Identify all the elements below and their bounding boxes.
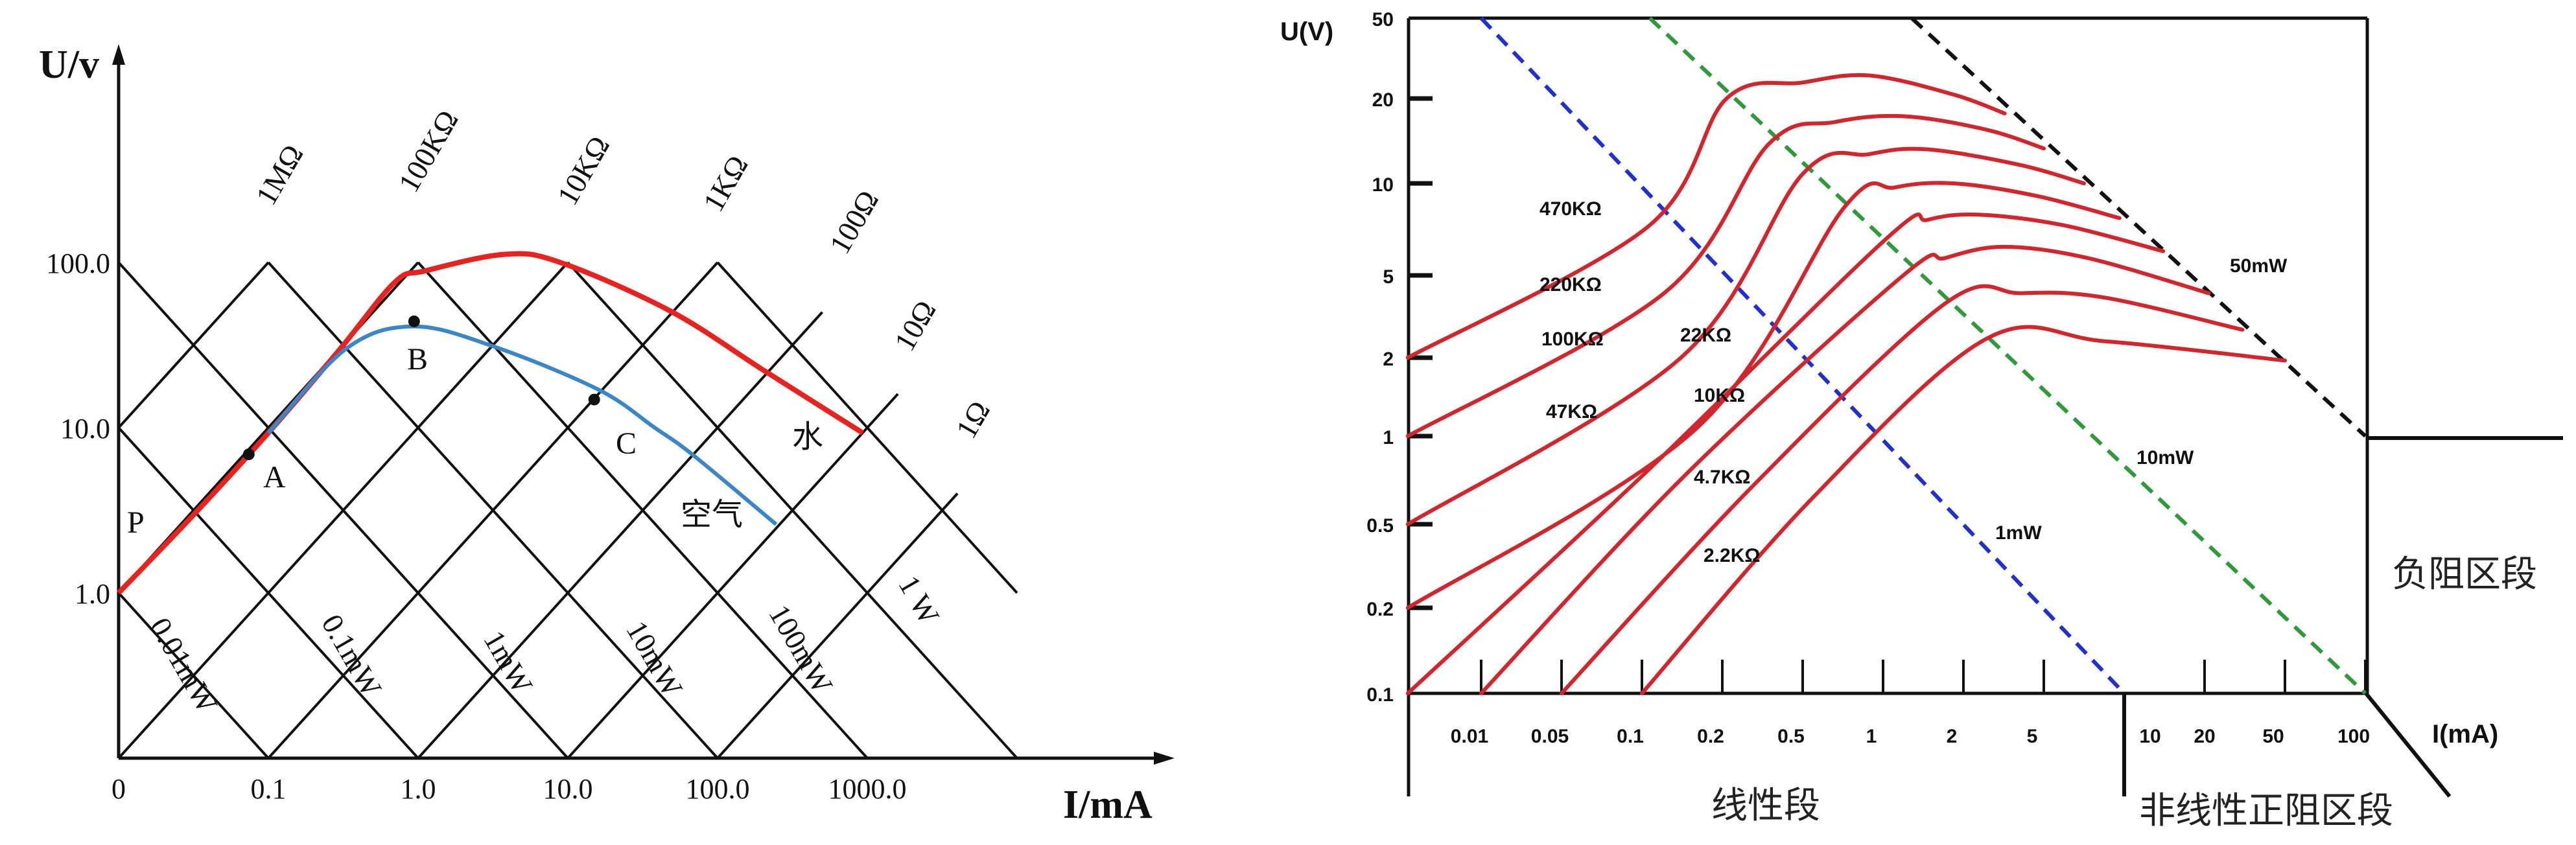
power-label: 1mW xyxy=(1995,522,2042,544)
x-tick-label: 5 xyxy=(2027,726,2038,747)
left-chart: U/v I/mA 0 0.1 1.0 10.0 100.0 1000.0 1.0 10.0 100.… xyxy=(39,43,1175,827)
resistance-label: 1Ω xyxy=(949,395,996,444)
curve-label: 10KΩ xyxy=(1694,385,1745,406)
point-label: P xyxy=(127,505,145,540)
resistance-label: 1KΩ xyxy=(696,150,754,217)
y-tick-label: 50 xyxy=(1372,9,1394,30)
power-label: 50mW xyxy=(2230,255,2288,277)
resistance-line xyxy=(716,492,959,759)
x-axis-label: I/mA xyxy=(1063,783,1153,827)
resistance-label: 10Ω xyxy=(887,295,942,356)
power-label: 10mW xyxy=(2137,447,2194,469)
y-tick-label: 20 xyxy=(1372,89,1394,111)
y-tick-label: 2 xyxy=(1383,349,1394,370)
y-tick-label: 0.2 xyxy=(1366,599,1394,620)
curve-label: 470KΩ xyxy=(1540,198,1602,220)
power-line-dashed xyxy=(1479,16,2126,695)
power-label: 1 W xyxy=(892,570,946,631)
resistance-curve xyxy=(1640,325,2287,695)
y-axis-arrow-icon xyxy=(112,44,125,65)
resistance-curve xyxy=(1560,284,2245,695)
y-axis-label: U/v xyxy=(39,43,99,87)
point-marker xyxy=(242,448,255,461)
resistance-curve xyxy=(1479,244,2211,695)
x-tick-label: 0.1 xyxy=(251,773,287,805)
x-axis-label: I(mA) xyxy=(2432,720,2498,748)
curve-label: 220KΩ xyxy=(1540,274,1602,295)
resistance-label: 10KΩ xyxy=(550,130,616,211)
power-line xyxy=(117,261,569,759)
x-tick-label: 0.1 xyxy=(1617,726,1644,747)
x-tick-label: 10.0 xyxy=(543,773,593,805)
resistance-curve xyxy=(1405,73,2007,360)
x-tick-label: 20 xyxy=(2194,726,2215,747)
resistance-line xyxy=(417,311,823,759)
curve-label: 100KΩ xyxy=(1541,329,1604,350)
x-tick-label: 0.2 xyxy=(1697,726,1724,747)
resistance-line xyxy=(567,393,899,759)
point-marker xyxy=(408,315,420,327)
point-marker xyxy=(588,393,600,406)
y-axis-label: U(V) xyxy=(1280,17,1333,46)
resistance-curve xyxy=(1405,181,2122,610)
point-label: B xyxy=(407,342,428,376)
series-line-air xyxy=(266,324,778,526)
x-tick-label: 0.5 xyxy=(1777,726,1805,747)
region-divider xyxy=(2364,692,2452,798)
right-chart: 0.1 0.2 0.5 1 2 5 10 20 50 0.01 0.05 0.1 0.2 0.5 1 2 5 10… xyxy=(1280,9,2563,831)
resistance-label: 1MΩ xyxy=(249,139,309,211)
x-tick-label: 10 xyxy=(2139,726,2160,747)
y-tick-label: 10 xyxy=(1372,174,1394,196)
series-label: 水 xyxy=(792,420,823,454)
series-line-water xyxy=(117,251,864,595)
x-tick-label: 0 xyxy=(111,773,126,805)
x-axis-arrow-icon xyxy=(1154,752,1175,765)
y-tick-label: 1.0 xyxy=(75,578,110,610)
x-tick-label: 100.0 xyxy=(686,773,750,805)
x-tick-label: 100 xyxy=(2337,726,2370,747)
y-tick-label: 10.0 xyxy=(60,413,110,445)
curve-label: 4.7KΩ xyxy=(1694,467,1750,488)
region-label: 负阻区段 xyxy=(2392,553,2537,594)
x-tick-label: 1 xyxy=(1866,726,1877,747)
region-label: 非线性正阻区段 xyxy=(2139,790,2393,831)
x-tick-label: 0.05 xyxy=(1531,726,1569,747)
curve-label: 47KΩ xyxy=(1546,401,1597,422)
power-line-dashed xyxy=(1648,16,2367,695)
power-line xyxy=(117,592,270,759)
point-label: C xyxy=(616,426,637,461)
y-tick-label: 0.1 xyxy=(1366,684,1394,706)
power-line-dashed xyxy=(1910,16,2367,438)
power-line xyxy=(117,426,419,759)
curve-label: 2.2KΩ xyxy=(1704,545,1760,566)
x-tick-label: 1.0 xyxy=(401,773,436,805)
power-line xyxy=(716,261,1018,594)
x-tick-label: 50 xyxy=(2262,726,2284,747)
y-tick-label: 0.5 xyxy=(1366,515,1394,537)
point-label: A xyxy=(263,460,286,494)
power-label: 0.01mW xyxy=(143,612,224,719)
x-tick-label: 0.01 xyxy=(1451,726,1488,747)
resistance-curve xyxy=(1405,113,2046,438)
series-label: 空气 xyxy=(681,498,743,532)
y-tick-label: 1 xyxy=(1383,427,1394,448)
power-line xyxy=(567,261,1018,759)
resistance-curve xyxy=(1405,146,2086,526)
x-tick-label: 1000.0 xyxy=(828,773,907,805)
resistance-label: 100Ω xyxy=(823,185,885,259)
x-tick-label: 2 xyxy=(1947,726,1958,747)
y-tick-label: 5 xyxy=(1383,266,1394,288)
resistance-label: 100KΩ xyxy=(392,104,464,198)
y-tick-label: 100.0 xyxy=(46,248,110,279)
curve-label: 22KΩ xyxy=(1680,325,1731,346)
resistance-curve xyxy=(1405,212,2166,695)
region-label: 线性段 xyxy=(1711,785,1820,826)
